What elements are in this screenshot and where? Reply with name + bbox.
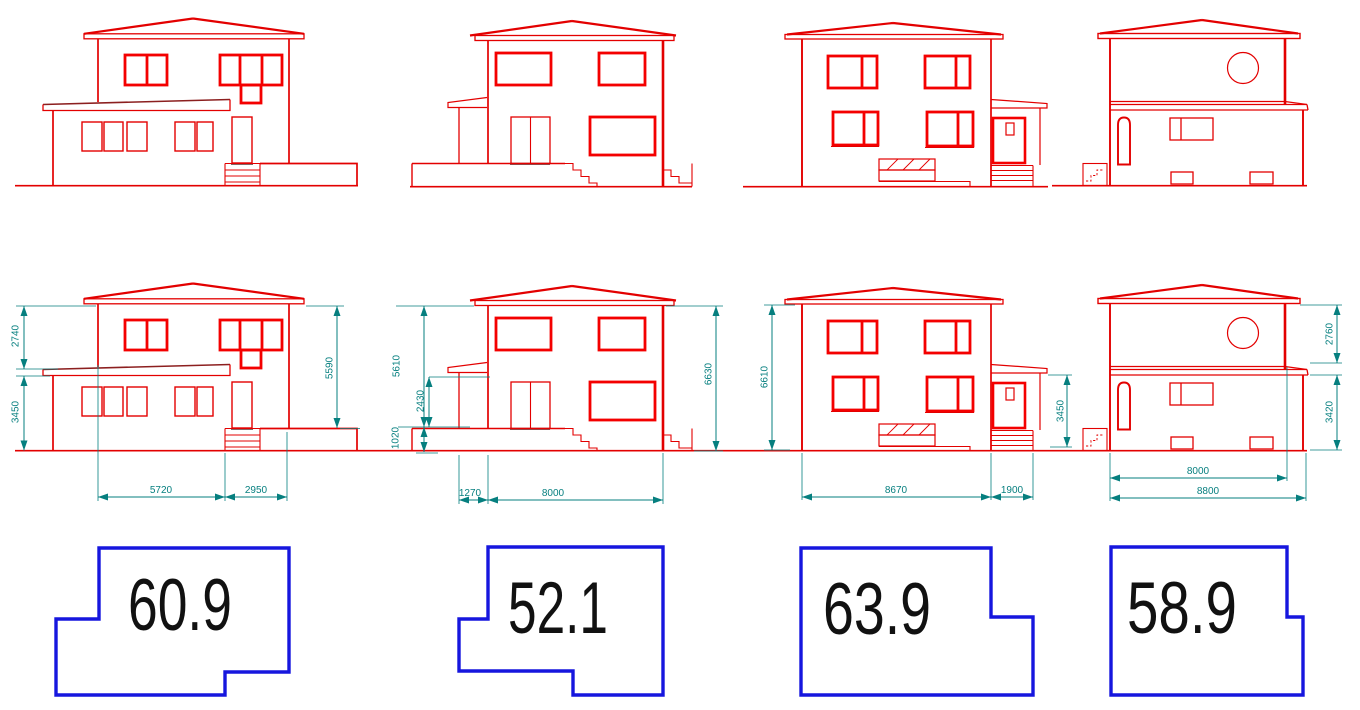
h3-width-porch-dim: 1900 — [1001, 485, 1024, 496]
footprint-outline-3 — [799, 546, 1035, 697]
h2-width-left-dim: 1270 — [459, 488, 482, 499]
h3-porch-height-dim: 3450 — [1056, 399, 1067, 422]
h4-width-total-dim: 8800 — [1197, 486, 1220, 497]
row-2-elevations-dimensioned: 2740 3450 5590 5720 2950 5610 1020 2430 … — [11, 282, 1342, 504]
house-3-dim-labels: 6610 3450 8670 1900 — [760, 365, 1067, 496]
h4-width-upper-dim: 8000 — [1187, 466, 1210, 477]
house-3-elevation-dim — [783, 286, 1049, 453]
house-1-dimensions — [16, 305, 360, 501]
house-4-elevation-top — [1081, 18, 1310, 187]
house-2-dim-labels: 5610 1020 2430 6630 1270 8000 — [391, 354, 715, 499]
house-2-elevation-top — [410, 19, 694, 188]
floor-area-footprints: 60.9 52.1 63.9 58.9 — [54, 545, 1305, 697]
h1-upper-height-dim: 2740 — [11, 324, 22, 347]
footprint-area-2: 52.1 — [508, 568, 608, 649]
house-2-dimensions — [396, 305, 723, 504]
h1-width-right-dim: 2950 — [245, 485, 268, 496]
house-3-elevation-top — [783, 21, 1049, 188]
house-4-elevation-dim — [1081, 283, 1310, 452]
footprint-area-3: 63.9 — [823, 569, 931, 650]
footprint-area-1: 60.9 — [128, 565, 232, 646]
house-1-elevation-dim — [41, 282, 359, 452]
house-1-elevation-top — [41, 17, 359, 187]
ground-lines-row-1 — [15, 184, 1307, 188]
h4-lower-height-dim: 3420 — [1325, 400, 1336, 423]
h2-base-height-dim: 1020 — [391, 426, 402, 449]
h2-left-height-dim: 5610 — [392, 354, 403, 377]
footprint-outline-4 — [1109, 545, 1305, 697]
h1-right-height-dim: 5590 — [325, 356, 336, 379]
h1-width-left-dim: 5720 — [150, 485, 173, 496]
h2-width-main-dim: 8000 — [542, 488, 565, 499]
h4-upper-height-dim: 2760 — [1325, 322, 1336, 345]
house-4-dimensions — [1109, 304, 1342, 502]
house-1-dim-labels: 2740 3450 5590 5720 2950 — [11, 324, 336, 496]
h1-lower-height-dim: 3450 — [11, 400, 22, 423]
h2-right-height-dim: 6630 — [704, 362, 715, 385]
h3-width-main-dim: 8670 — [885, 485, 908, 496]
row-1-elevations — [15, 17, 1310, 188]
footprint-outline-2 — [457, 545, 665, 697]
h3-left-height-dim: 6610 — [760, 365, 771, 388]
footprint-outline-1 — [54, 546, 291, 697]
house-4-dim-labels: 2760 3420 8000 8800 — [1187, 322, 1336, 497]
footprint-area-4: 58.9 — [1127, 568, 1237, 649]
house-3-dimensions — [764, 304, 1072, 501]
h2-porch-height-dim: 2430 — [416, 389, 427, 412]
